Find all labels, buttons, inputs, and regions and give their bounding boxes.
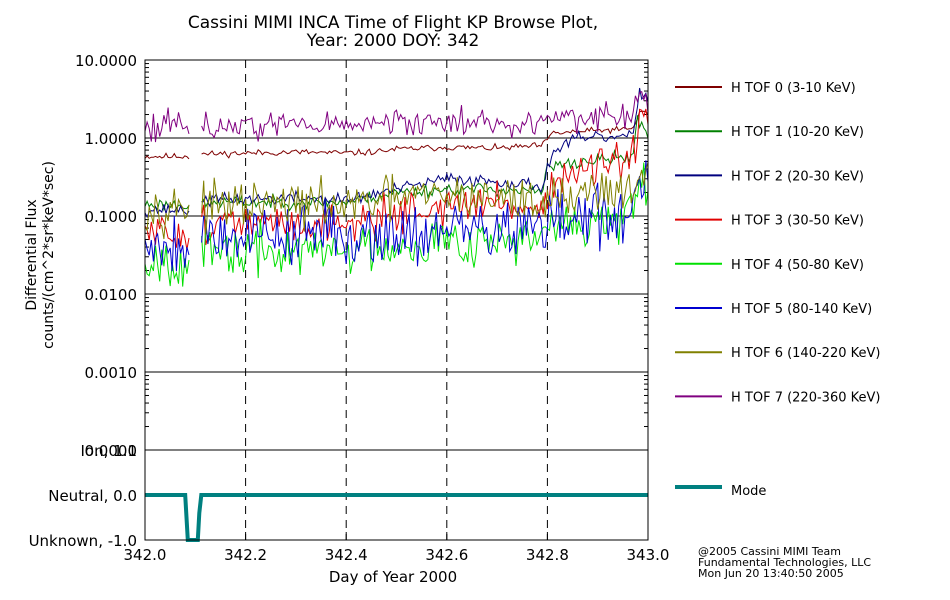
flux-y-tick-label: 0.1000 [85,208,138,226]
legend-label-5: H TOF 5 (80-140 KeV) [731,302,872,317]
x-tick-label: 342.0 [124,546,167,564]
legend-label-7: H TOF 7 (220-360 KeV) [731,390,880,405]
series-line-4-b [201,162,649,279]
legend-label-mode: Mode [731,484,766,499]
series-line-6-b [201,162,649,235]
y-axis-label-line2: counts/(cm^2*sr*keV*sec) [41,161,57,349]
x-tick-label: 342.2 [224,546,267,564]
x-axis-label: Day of Year 2000 [329,568,457,586]
series-line-0-a [144,152,190,160]
x-tick-label: 342.4 [325,546,368,564]
mode-plot-frame [144,449,649,541]
legend-label-3: H TOF 3 (30-50 KeV) [731,214,864,229]
mode-panel: Ion, 1.0 Neutral, 0.0 Unknown, -1.0 [29,442,649,550]
credit-line-3: Mon Jun 20 13:40:50 2005 [698,567,844,580]
x-tick-label: 342.8 [526,546,569,564]
mode-y-tick-label: Neutral, 0.0 [48,487,137,505]
flux-plot-frame [144,59,649,451]
credit-line-1: @2005 Cassini MIMI Team [698,545,841,558]
x-tick-label: 342.6 [425,546,468,564]
flux-y-tick-label: 1.0000 [85,130,138,148]
legend-label-2: H TOF 2 (20-30 KeV) [731,169,864,184]
chart-title-line1: Cassini MIMI INCA Time of Flight KP Brow… [188,13,598,33]
series-line-7-b [201,91,649,142]
flux-panel: 10.0000 1.0000 0.1000 0.0100 0.0010 0.0001 [75,52,649,460]
chart-title-line2: Year: 2000 DOY: 342 [306,31,480,51]
series-line-4-a [144,245,190,287]
series-line-0-b [201,110,649,159]
series-line-6-a [144,188,190,240]
series-line-3-a [144,215,190,250]
legend-label-1: H TOF 1 (10-20 KeV) [731,125,864,140]
flux-y-tick-label: 0.0010 [85,364,138,382]
y-axis-label-line1: Differential Flux [24,199,40,310]
series-line-2-a [144,203,190,219]
flux-y-tick-label: 10.0000 [75,52,137,70]
credit-line-2: Fundamental Technologies, LLC [698,556,871,569]
legend-label-0: H TOF 0 (3-10 KeV) [731,81,856,96]
series-line-5-a [144,215,190,272]
mode-y-tick-label: Ion, 1.0 [81,442,138,460]
series-line-7-a [144,107,190,143]
legend-label-6: H TOF 6 (140-220 KeV) [731,346,880,361]
mode-line [145,493,648,542]
series-line-5-b [201,160,649,267]
mode-y-tick-label: Unknown, -1.0 [29,532,137,550]
x-tick-label: 343.0 [627,546,670,564]
flux-y-tick-label: 0.0100 [85,286,138,304]
flux-y-tick-label: 0.0001 [85,442,138,460]
legend-label-4: H TOF 4 (50-80 KeV) [731,258,864,273]
legend: H TOF 0 (3-10 KeV) H TOF 1 (10-20 KeV) H T… [675,81,880,499]
series-line-3-b [201,108,649,246]
